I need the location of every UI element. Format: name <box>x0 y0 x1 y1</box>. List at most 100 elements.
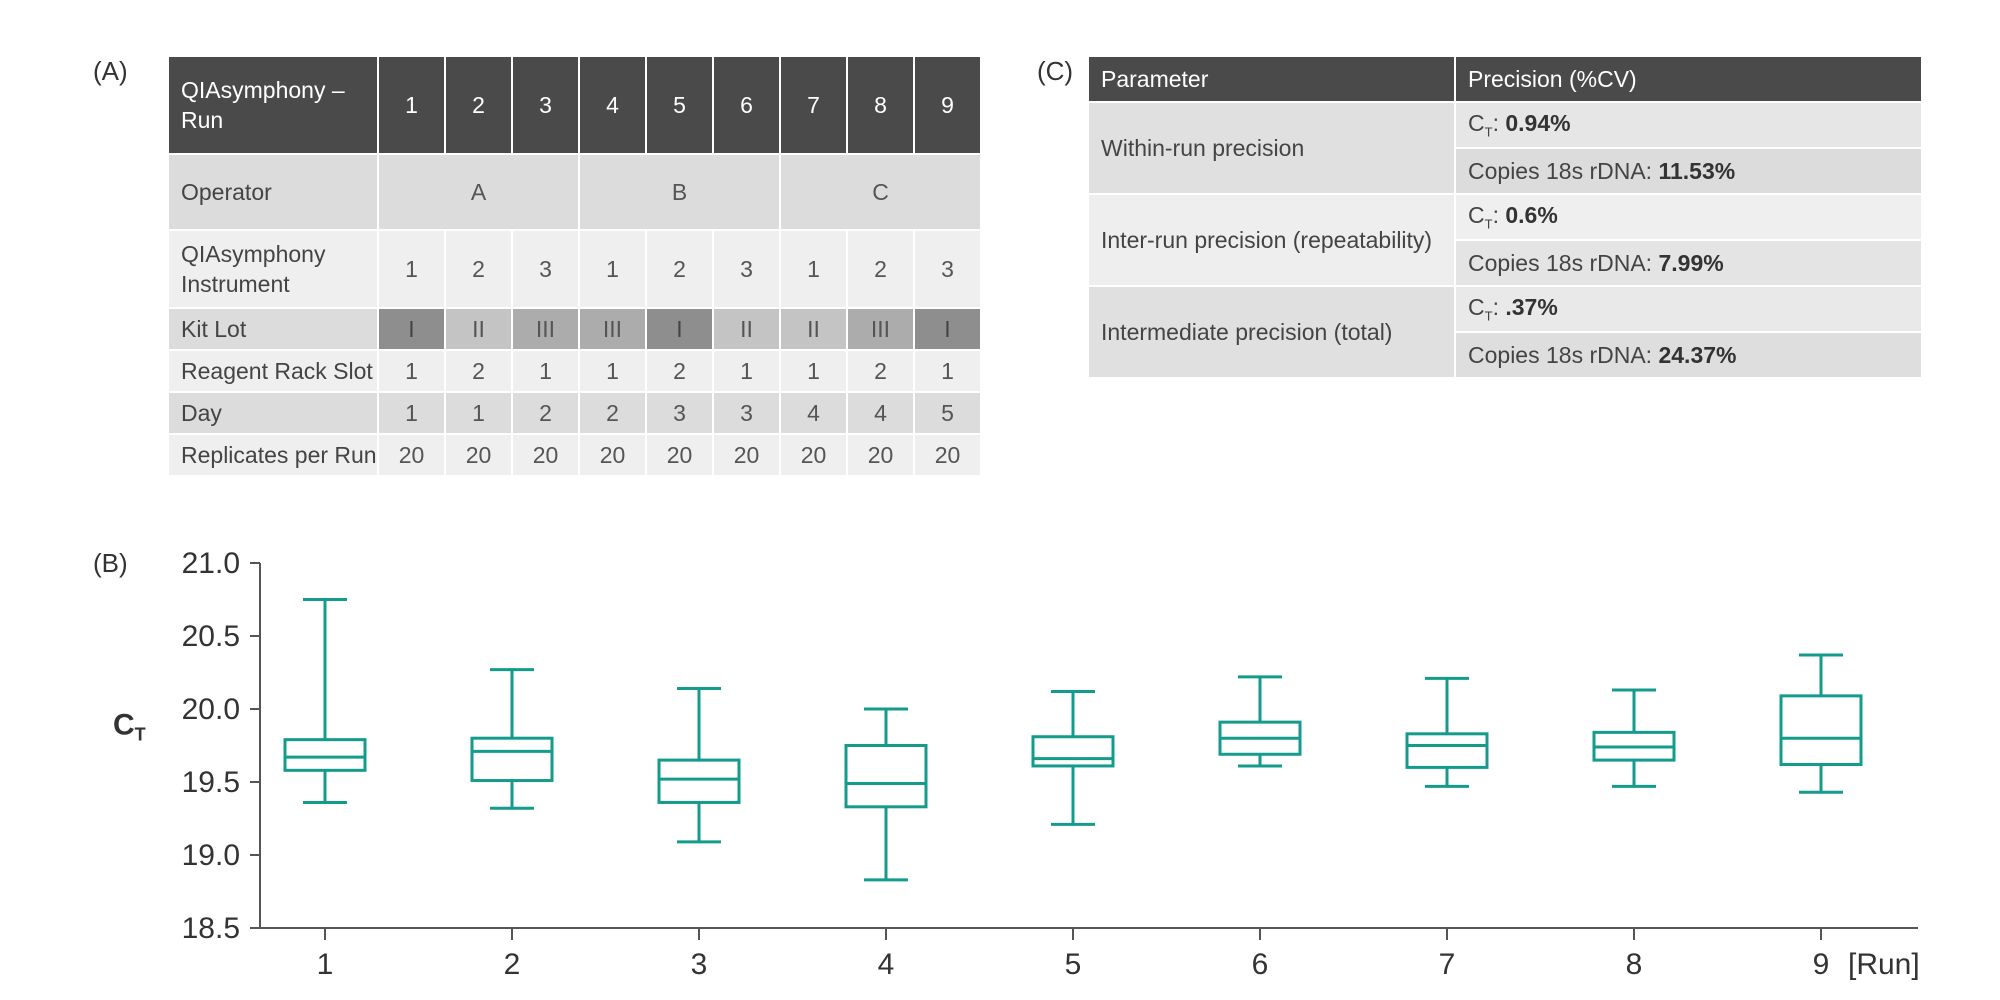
y-tick-label: 18.5 <box>182 912 240 945</box>
kit-lot-cell: I <box>647 309 712 349</box>
run-header: 7 <box>781 57 846 153</box>
x-tick-label: 7 <box>1439 948 1456 981</box>
run-header: 5 <box>647 57 712 153</box>
y-tick-label: 20.0 <box>182 693 240 726</box>
run-design-table: QIAsymphony – Run 1 2 3 4 5 6 7 8 9 Oper… <box>167 55 982 477</box>
x-tick-label: 6 <box>1252 948 1269 981</box>
instrument-cell: 1 <box>379 231 444 307</box>
slot-cell: 1 <box>379 351 444 391</box>
replicates-cell: 20 <box>446 435 511 475</box>
panel-label-a: (A) <box>93 56 128 86</box>
day-cell: 4 <box>848 393 913 433</box>
table-row: QIAsymphony Instrument 1 2 3 1 2 3 1 2 3 <box>169 231 980 307</box>
x-tick-label: 3 <box>691 948 708 981</box>
operator-cell: C <box>781 155 980 229</box>
instrument-cell: 2 <box>647 231 712 307</box>
ct-precision-cell: CT: 0.94% <box>1456 103 1921 147</box>
row-label-kit-lot: Kit Lot <box>169 309 377 349</box>
replicates-cell: 20 <box>781 435 846 475</box>
kit-lot-cell: I <box>379 309 444 349</box>
kit-lot-cell: I <box>915 309 980 349</box>
kit-lot-cell: II <box>714 309 779 349</box>
table-row: Kit Lot I II III III I II II III I <box>169 309 980 349</box>
ct-boxplot-chart: 18.5 19.0 19.5 20.0 20.5 21.0 CT 1 2 3 4 5 6 7 8 9 [Run] <box>113 547 1920 981</box>
precision-header: Precision (%CV) <box>1456 57 1921 101</box>
kit-lot-cell: III <box>580 309 645 349</box>
table-row: Within-run precision CT: 0.94% <box>1089 103 1921 193</box>
day-cell: 5 <box>915 393 980 433</box>
run-header: 1 <box>379 57 444 153</box>
table-row: Inter-run precision (repeatability) CT: … <box>1089 195 1921 285</box>
replicates-cell: 20 <box>513 435 578 475</box>
parameter-cell: Within-run precision <box>1089 103 1454 193</box>
iqr-box <box>1779 694 1863 766</box>
replicates-cell: 20 <box>647 435 712 475</box>
row-label-reagent-rack-slot: Reagent Rack Slot <box>169 351 377 391</box>
ct-precision-cell: CT: .37% <box>1456 287 1921 331</box>
corner-header: QIAsymphony – Run <box>169 57 377 153</box>
iqr-box <box>1405 732 1489 769</box>
y-tick-label: 19.0 <box>182 839 240 872</box>
panel-label-c: (C) <box>1037 56 1074 86</box>
instrument-cell: 1 <box>580 231 645 307</box>
replicates-cell: 20 <box>714 435 779 475</box>
kit-lot-cell: II <box>446 309 511 349</box>
precision-table: Parameter Precision (%CV) Within-run pre… <box>1087 55 1923 379</box>
replicates-cell: 20 <box>848 435 913 475</box>
copies-precision-cell: Copies 18s rDNA: 11.53% <box>1456 149 1921 193</box>
instrument-cell: 1 <box>781 231 846 307</box>
iqr-box <box>657 758 741 804</box>
operator-cell: B <box>580 155 779 229</box>
replicates-cell: 20 <box>580 435 645 475</box>
parameter-header: Parameter <box>1089 57 1454 101</box>
iqr-box <box>283 738 367 772</box>
day-cell: 2 <box>513 393 578 433</box>
day-cell: 2 <box>580 393 645 433</box>
instrument-cell: 3 <box>915 231 980 307</box>
y-axis-label: CT <box>113 709 146 745</box>
slot-cell: 2 <box>848 351 913 391</box>
kit-lot-cell: II <box>781 309 846 349</box>
slot-cell: 1 <box>513 351 578 391</box>
run-header: 2 <box>446 57 511 153</box>
table-row: Operator A B C <box>169 155 980 229</box>
table-row: Copies 18s rDNA: 11.53% <box>1089 149 1921 193</box>
copies-precision-cell: Copies 18s rDNA: 7.99% <box>1456 241 1921 285</box>
day-cell: 3 <box>714 393 779 433</box>
panel-label-b: (B) <box>93 548 128 578</box>
table-header-row: Parameter Precision (%CV) <box>1089 57 1921 101</box>
run-header: 3 <box>513 57 578 153</box>
table-row: Intermediate precision (total) CT: .37% <box>1089 287 1921 377</box>
row-label-replicates: Replicates per Run <box>169 435 377 475</box>
operator-cell: A <box>379 155 578 229</box>
slot-cell: 1 <box>580 351 645 391</box>
x-axis-label: [Run] <box>1848 948 1920 981</box>
day-cell: 1 <box>446 393 511 433</box>
x-tick-label: 4 <box>878 948 895 981</box>
iqr-box <box>1031 735 1115 768</box>
parameter-cell: Intermediate precision (total) <box>1089 287 1454 377</box>
day-cell: 1 <box>379 393 444 433</box>
table-row: Reagent Rack Slot 1 2 1 1 2 1 1 2 1 <box>169 351 980 391</box>
x-tick-label: 8 <box>1626 948 1643 981</box>
ct-precision-cell: CT: 0.6% <box>1456 195 1921 239</box>
instrument-cell: 3 <box>714 231 779 307</box>
row-label-operator: Operator <box>169 155 377 229</box>
copies-precision-cell: Copies 18s rDNA: 24.37% <box>1456 333 1921 377</box>
run-header: 4 <box>580 57 645 153</box>
slot-cell: 1 <box>714 351 779 391</box>
replicates-cell: 20 <box>379 435 444 475</box>
y-tick-label: 21.0 <box>182 547 240 580</box>
x-tick-label: 5 <box>1065 948 1082 981</box>
slot-cell: 2 <box>446 351 511 391</box>
y-tick-label: 20.5 <box>182 620 240 653</box>
run-header: 9 <box>915 57 980 153</box>
instrument-cell: 2 <box>848 231 913 307</box>
day-cell: 4 <box>781 393 846 433</box>
x-tick-label: 2 <box>504 948 521 981</box>
run-header: 6 <box>714 57 779 153</box>
slot-cell: 1 <box>781 351 846 391</box>
table-row: Copies 18s rDNA: 24.37% <box>1089 333 1921 377</box>
instrument-cell: 2 <box>446 231 511 307</box>
row-label-instrument: QIAsymphony Instrument <box>169 231 377 307</box>
